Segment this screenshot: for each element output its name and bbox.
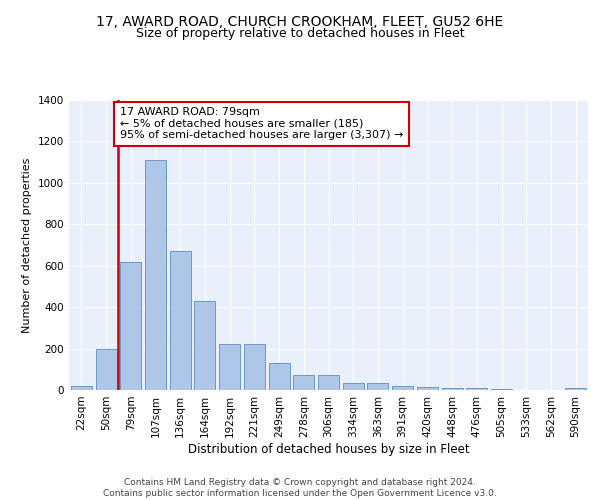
X-axis label: Distribution of detached houses by size in Fleet: Distribution of detached houses by size …: [188, 442, 469, 456]
Bar: [194, 301, 215, 390]
Bar: [343, 384, 364, 390]
Bar: [367, 384, 388, 390]
Bar: [491, 389, 512, 390]
Bar: [565, 388, 586, 390]
Bar: [269, 363, 290, 390]
Bar: [145, 160, 166, 390]
Bar: [293, 375, 314, 390]
Bar: [219, 344, 240, 390]
Text: 17, AWARD ROAD, CHURCH CROOKHAM, FLEET, GU52 6HE: 17, AWARD ROAD, CHURCH CROOKHAM, FLEET, …: [97, 15, 503, 29]
Y-axis label: Number of detached properties: Number of detached properties: [22, 158, 32, 332]
Text: Size of property relative to detached houses in Fleet: Size of property relative to detached ho…: [136, 28, 464, 40]
Text: Contains HM Land Registry data © Crown copyright and database right 2024.
Contai: Contains HM Land Registry data © Crown c…: [103, 478, 497, 498]
Bar: [95, 349, 116, 390]
Bar: [120, 262, 141, 390]
Text: 17 AWARD ROAD: 79sqm
← 5% of detached houses are smaller (185)
95% of semi-detac: 17 AWARD ROAD: 79sqm ← 5% of detached ho…: [119, 108, 403, 140]
Bar: [244, 344, 265, 390]
Bar: [417, 387, 438, 390]
Bar: [442, 388, 463, 390]
Bar: [318, 375, 339, 390]
Bar: [71, 386, 92, 390]
Bar: [466, 388, 487, 390]
Bar: [170, 251, 191, 390]
Bar: [392, 386, 413, 390]
